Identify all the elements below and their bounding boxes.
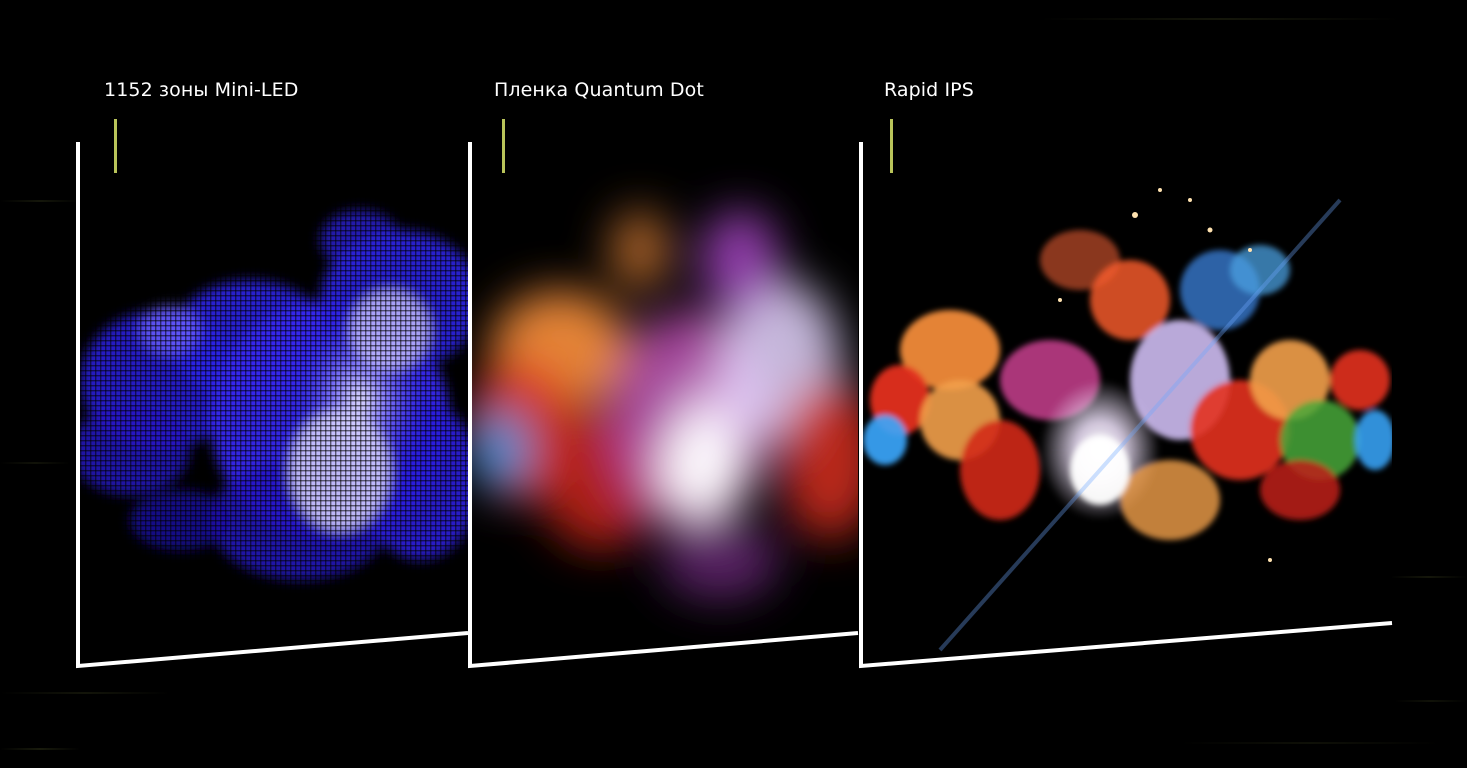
- quantum-dot-cloud-illustration: [470, 145, 858, 667]
- panel-label-mini-led: 1152 зоны Mini-LED: [104, 79, 299, 101]
- background-streak: [0, 748, 80, 750]
- background-streak: [0, 462, 70, 464]
- label-tick: [502, 119, 505, 173]
- background-streak: [1180, 742, 1440, 744]
- panel-frame-3: [859, 142, 1393, 669]
- rapid-ips-cloud-illustration: [861, 145, 1392, 667]
- mini-led-cloud-illustration: [78, 145, 468, 667]
- background-streak: [1390, 576, 1467, 578]
- panel-label-rapid-ips: Rapid IPS: [884, 79, 974, 101]
- label-tick: [890, 119, 893, 173]
- panel-frame-1: [76, 142, 469, 669]
- panel-label-quantum-dot: Пленка Quantum Dot: [494, 79, 704, 101]
- background-streak: [0, 692, 170, 694]
- panel-frame-2: [468, 142, 859, 669]
- label-tick: [114, 119, 117, 173]
- background-streak: [0, 200, 80, 202]
- background-streak: [1040, 18, 1400, 20]
- background-streak: [1395, 700, 1467, 702]
